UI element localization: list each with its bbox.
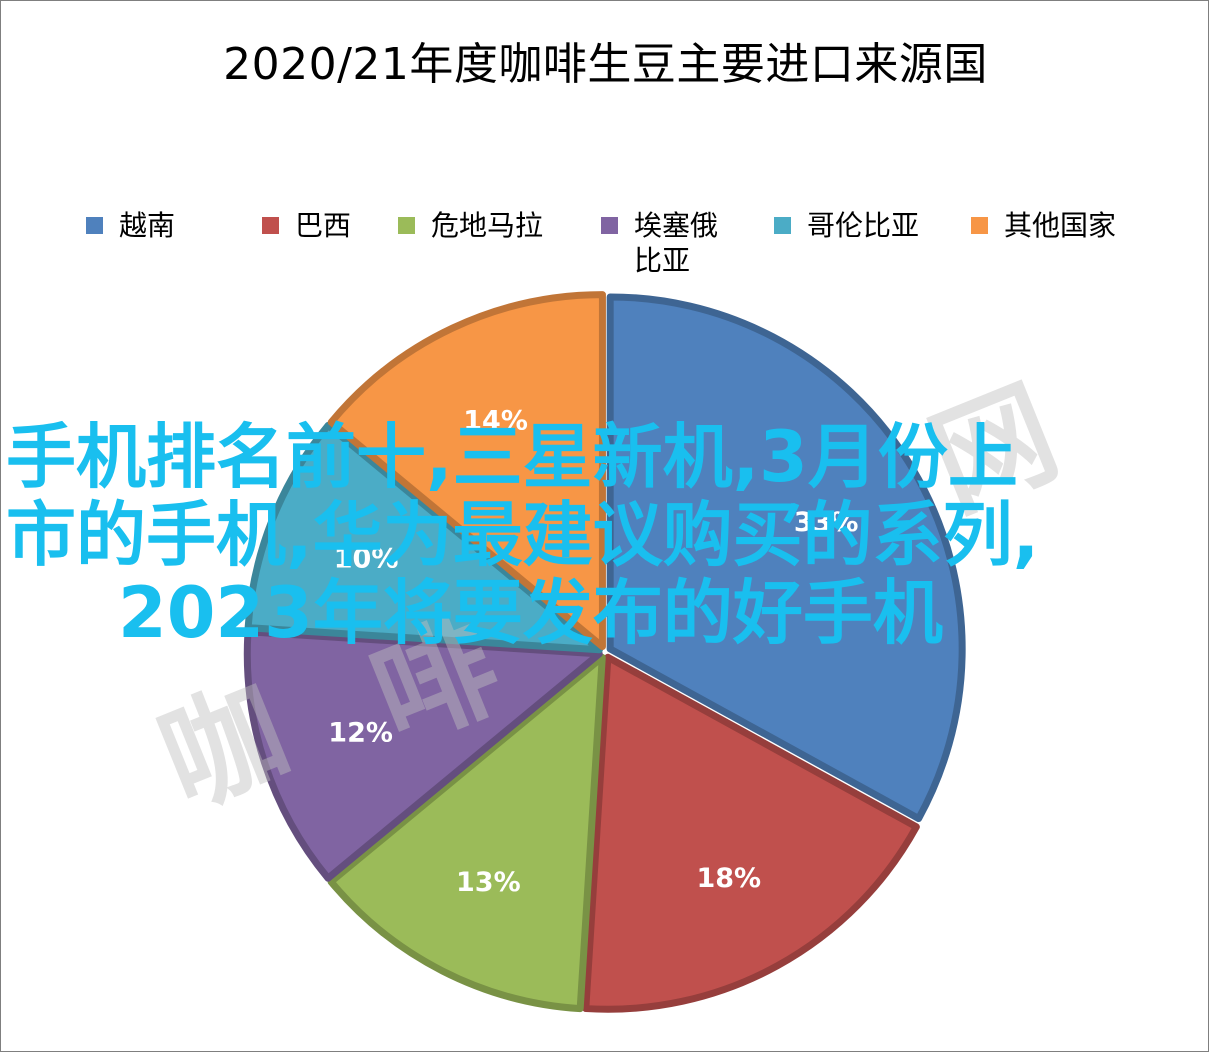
legend-label: 危地马拉: [431, 209, 544, 242]
legend-swatch-ethiopia: [601, 217, 618, 234]
overlay-caption: 手机排名前十,三星新机,3月份上 市的手机,华为最建议购买的系列, 2023年将…: [6, 418, 1206, 652]
legend-item-ethiopia: 埃塞俄 比亚: [601, 208, 718, 278]
legend-label: 巴西: [295, 209, 352, 242]
legend-item-vietnam: 越南: [86, 208, 175, 243]
legend-swatch-brazil: [262, 217, 279, 234]
legend-label: 哥伦比亚: [807, 209, 920, 242]
overlay-line-2: 市的手机,华为最建议购买的系列,: [6, 494, 1040, 576]
chart-title: 2020/21年度咖啡生豆主要进口来源国: [223, 39, 988, 90]
legend-swatch-guatemala: [398, 217, 415, 234]
legend-item-others: 其他国家: [971, 208, 1116, 243]
legend-swatch-colombia: [774, 217, 791, 234]
legend-swatch-vietnam: [86, 217, 103, 234]
slice-label-ethiopia: 12%: [328, 717, 393, 748]
legend-label: 其他国家: [1004, 209, 1117, 242]
chart-legend: 越南 巴西 危地马拉 埃塞俄 比亚 哥伦比亚 其他国家: [0, 208, 1211, 288]
legend-item-colombia: 哥伦比亚: [774, 208, 919, 243]
legend-item-brazil: 巴西: [262, 208, 351, 243]
pie-slice-colombia: [244, 421, 603, 654]
slice-label-vietnam: 33%: [794, 507, 859, 538]
slice-label-guatemala: 13%: [456, 867, 521, 898]
pie-slice-ethiopia: [243, 628, 603, 882]
slice-label-brazil: 18%: [696, 863, 761, 894]
legend-swatch-others: [971, 217, 988, 234]
overlay-line-1: 手机排名前十,三星新机,3月份上: [6, 416, 1018, 498]
overlay-line-3: 2023年将要发布的好手机: [118, 572, 943, 654]
pie-slices: [243, 291, 966, 1013]
legend-label: 埃塞俄 比亚: [634, 209, 719, 277]
slice-label-colombia: 10%: [334, 543, 399, 574]
pie-labels: 33% 18% 13% 12% 10% 14%: [328, 405, 858, 897]
pie-slice-brazil: [582, 653, 920, 1013]
legend-label: 越南: [119, 209, 176, 242]
legend-item-guatemala: 危地马拉: [398, 208, 543, 243]
pie-slice-guatemala: [327, 653, 606, 1013]
pie-slice-vietnam: [606, 293, 966, 823]
pie-slice-others: [327, 291, 606, 651]
slice-label-others: 14%: [463, 405, 528, 436]
